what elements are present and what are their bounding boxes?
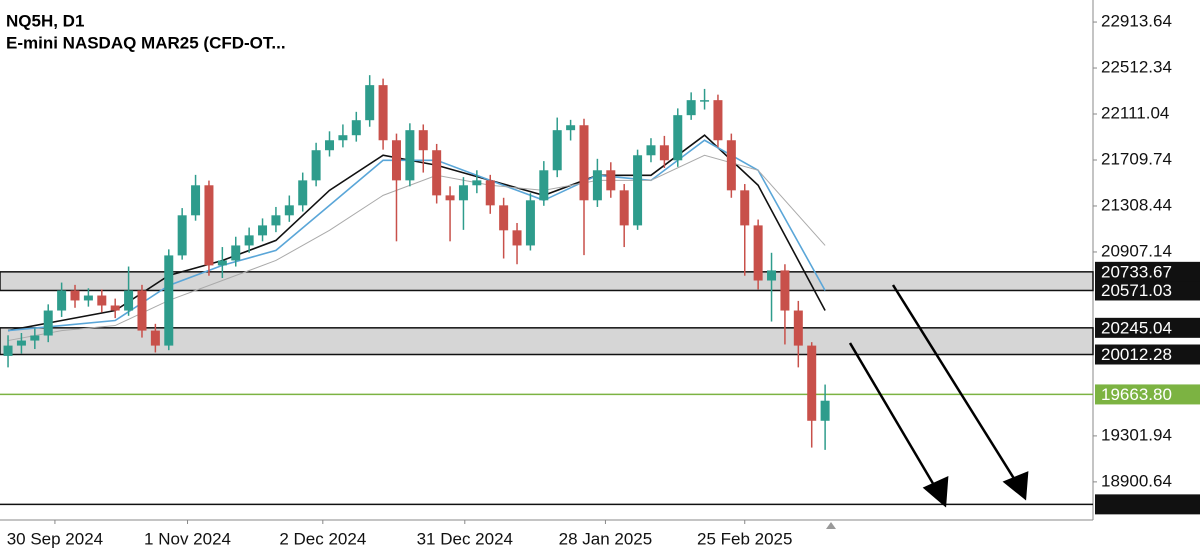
x-tick-label: 1 Nov 2024 — [144, 529, 231, 548]
price-label-box — [1095, 261, 1200, 282]
candle-body — [70, 290, 80, 301]
candle-body — [338, 135, 348, 141]
candle-body — [43, 310, 53, 336]
candle-body — [217, 260, 227, 266]
price-label: 20571.03 — [1101, 281, 1172, 300]
candle-body — [552, 130, 562, 171]
candle-body — [445, 195, 455, 201]
x-tick-label: 28 Jan 2025 — [559, 529, 653, 548]
arrowhead — [922, 475, 949, 508]
candle-body — [606, 170, 616, 191]
candle-body — [820, 400, 830, 421]
candle-body — [258, 225, 268, 236]
x-tick-label: 30 Sep 2024 — [7, 529, 103, 548]
candle-body — [244, 235, 254, 246]
candle-body — [499, 205, 509, 231]
x-tick-label: 31 Dec 2024 — [417, 529, 513, 548]
candle-body — [753, 225, 763, 281]
candle-body — [97, 295, 107, 306]
price-label-box — [1095, 317, 1200, 338]
candle-body — [512, 230, 522, 246]
candle-body — [418, 130, 428, 151]
y-tick-label: 19301.94 — [1101, 425, 1172, 444]
candle-body — [566, 125, 576, 131]
candle-body — [726, 140, 736, 191]
price-label: 20245.04 — [1101, 318, 1172, 337]
candle-body — [619, 190, 629, 226]
candle-body — [150, 330, 160, 346]
arrow — [848, 342, 940, 493]
candle-body — [271, 215, 281, 226]
candle-body — [177, 215, 187, 256]
y-tick-label: 22913.64 — [1101, 12, 1172, 31]
zone — [0, 327, 1094, 356]
candle-body — [351, 120, 361, 136]
y-tick-label: 21709.74 — [1101, 149, 1172, 168]
candle-body — [378, 85, 388, 141]
y-tick-label: 22111.04 — [1101, 103, 1169, 122]
candle-body — [16, 340, 26, 346]
price-label: 20733.67 — [1101, 262, 1172, 281]
chart-subtitle: E-mini NASDAQ MAR25 (CFD-OT... — [6, 33, 286, 52]
arrowhead — [1002, 471, 1029, 501]
candle-body — [793, 310, 803, 346]
candle-body — [231, 245, 241, 261]
price-label: 19663.80 — [1101, 385, 1172, 404]
arrow — [891, 284, 1020, 486]
candle-body — [57, 290, 67, 311]
candle-body — [325, 140, 335, 151]
price-label-box — [1095, 384, 1200, 405]
candle-body — [659, 145, 669, 161]
candle-body — [740, 190, 750, 226]
y-tick-label: 22512.34 — [1101, 58, 1172, 77]
price-label: 20012.28 — [1101, 345, 1172, 364]
candle-body — [633, 155, 643, 226]
candle-body — [391, 140, 401, 181]
candle-body — [110, 305, 120, 311]
candle-body — [30, 335, 40, 341]
y-tick-label: 18900.64 — [1101, 471, 1172, 490]
price-label-box — [1095, 494, 1200, 515]
candle-body — [807, 345, 817, 421]
candle-body — [539, 170, 549, 201]
candle-body — [137, 290, 147, 331]
chart-title: NQ5H, D1 — [6, 11, 84, 30]
candle-body — [713, 100, 723, 141]
price-label-box — [1095, 344, 1200, 365]
candle-body — [646, 145, 656, 156]
candle-body — [485, 180, 495, 206]
x-tick-label: 25 Feb 2025 — [697, 529, 792, 548]
price-label-box — [1095, 280, 1200, 301]
candle-body — [579, 125, 589, 201]
arrows — [848, 284, 1029, 508]
candle-body — [204, 185, 214, 266]
y-tick-label: 20907.14 — [1101, 241, 1172, 260]
candle-body — [458, 185, 468, 201]
candle-body — [432, 150, 442, 196]
zone — [0, 271, 1094, 292]
y-tick-label: 21308.44 — [1101, 195, 1172, 214]
candle-body — [124, 290, 134, 311]
candle-body — [673, 115, 683, 161]
candle-body — [298, 180, 308, 206]
candle-body — [686, 100, 696, 116]
candle-body — [592, 170, 602, 201]
candle-body — [780, 270, 790, 311]
candle-body — [767, 270, 777, 281]
candle-body — [83, 295, 93, 301]
candle-body — [405, 130, 415, 181]
candle-body — [191, 185, 201, 216]
candle-body — [311, 150, 321, 181]
candle-body — [365, 85, 375, 121]
scroll-marker — [826, 522, 836, 529]
candle-body — [284, 205, 294, 216]
candle-body — [700, 100, 710, 102]
candle-body — [164, 255, 174, 346]
candle-body — [472, 180, 482, 186]
candle-body — [525, 200, 535, 246]
candle-body — [3, 345, 13, 356]
x-tick-label: 2 Dec 2024 — [279, 529, 366, 548]
